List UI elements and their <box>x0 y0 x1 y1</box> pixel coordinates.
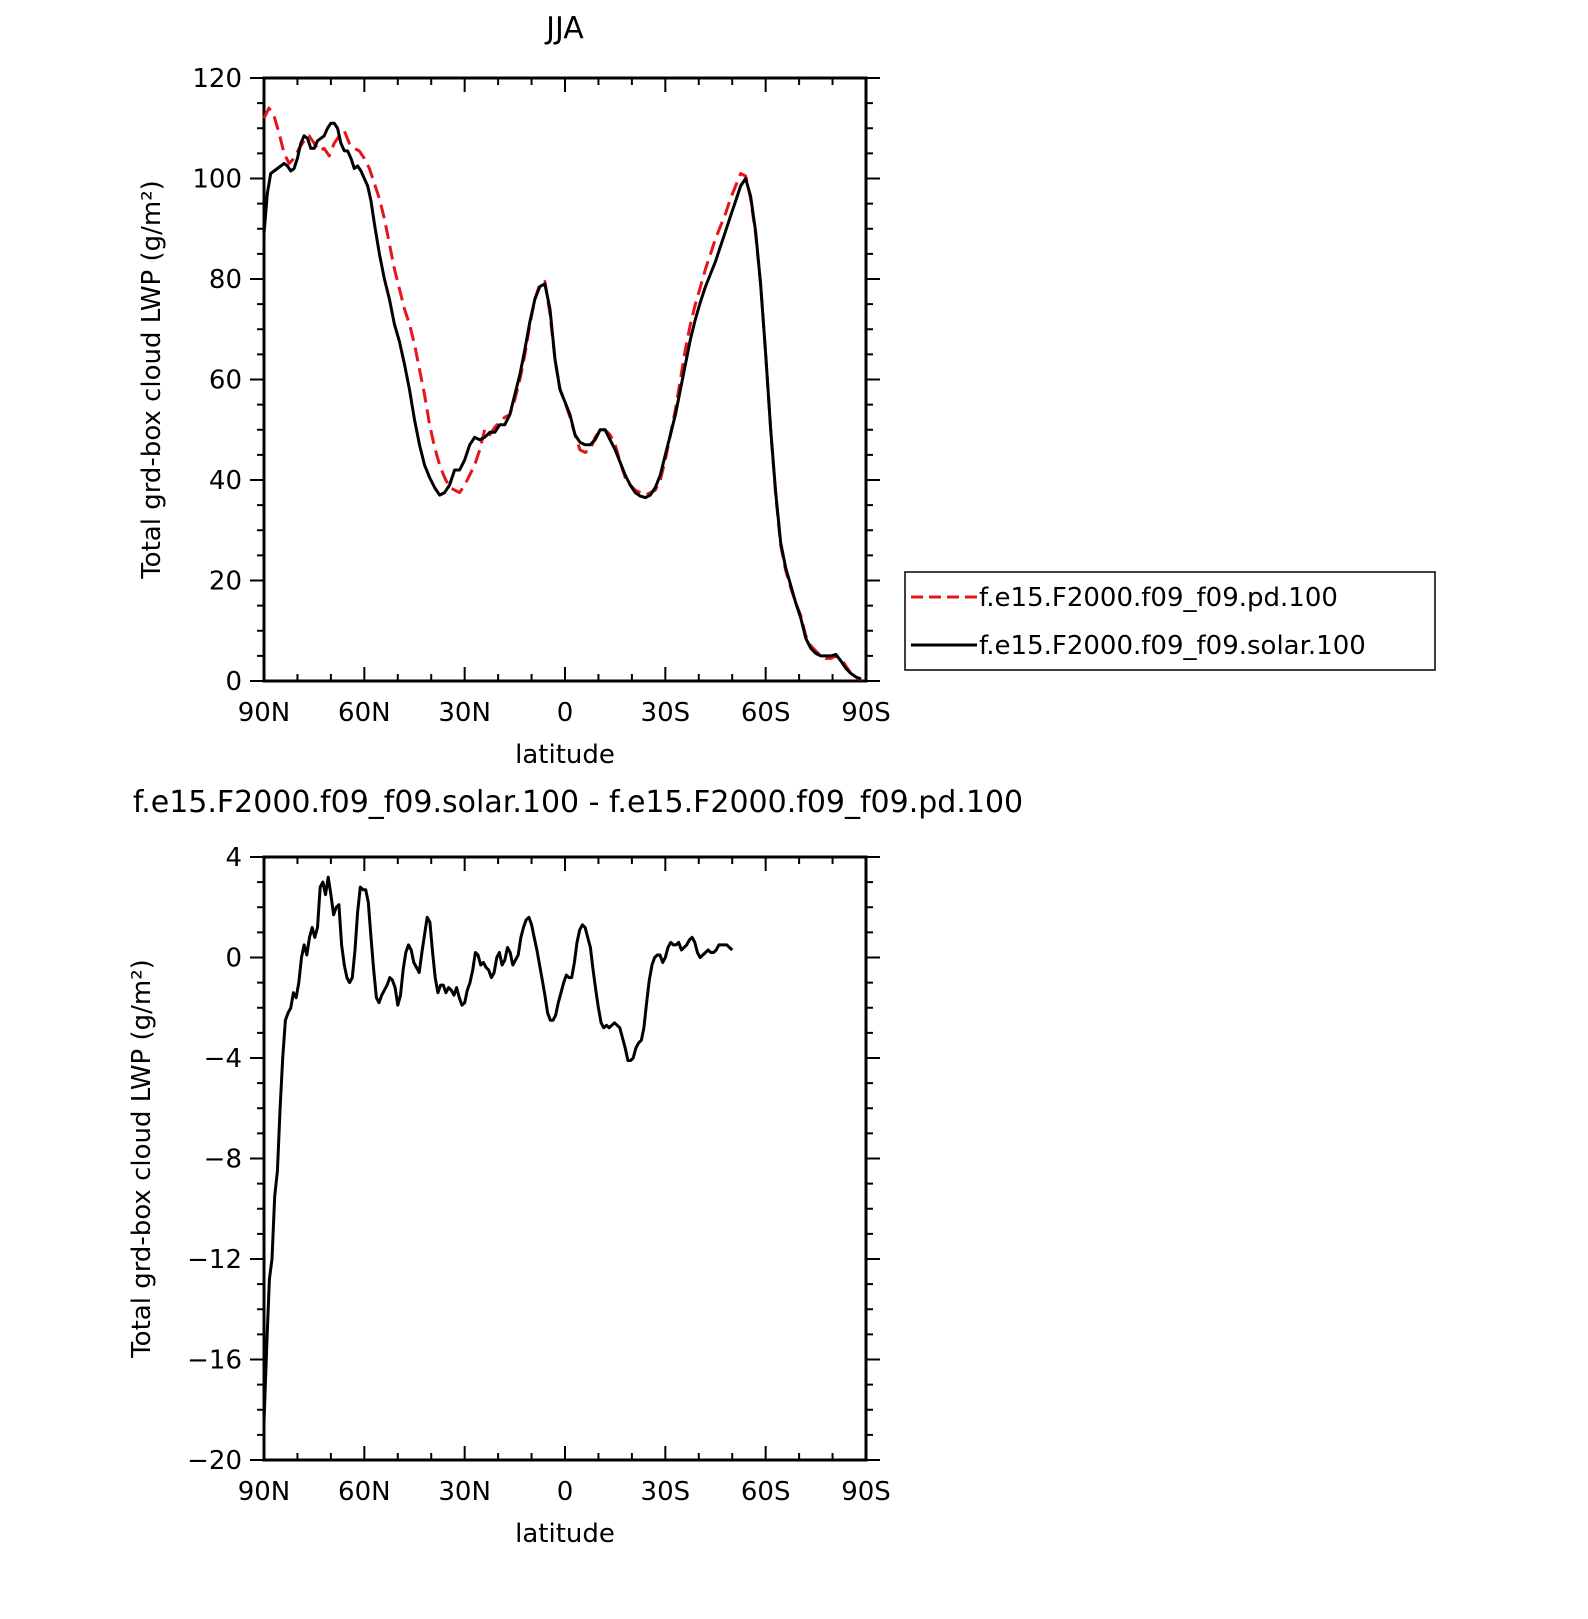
x-tick-label: 30N <box>438 698 491 728</box>
chart-title: JJA <box>544 11 584 46</box>
x-tick-label: 30N <box>438 1477 491 1507</box>
top-chart-panel: JJA 90N 60N 30N 0 30S 60S 90S latitude 0 20 40 60 80 1… <box>137 11 1436 770</box>
y-tick-label: 20 <box>209 567 242 597</box>
x-tick-label: 0 <box>557 698 574 728</box>
x-tick-label: 60N <box>338 1477 391 1507</box>
x-axis-label: latitude <box>515 1519 615 1549</box>
y-tick-label: 120 <box>192 64 242 94</box>
x-tick-label: 90S <box>841 698 891 728</box>
y-tick-label: −4 <box>204 1044 242 1074</box>
y-tick-label: 80 <box>209 265 242 295</box>
legend-box <box>904 571 1436 671</box>
chart-title: f.e15.F2000.f09_f09.solar.100 - f.e15.F2… <box>133 785 1023 820</box>
y-tick-label: 60 <box>209 366 242 396</box>
y-tick-label: 0 <box>225 944 242 974</box>
y-tick-label: −12 <box>187 1245 242 1275</box>
x-tick-label: 90N <box>238 1477 291 1507</box>
legend-label-1: f.e15.F2000.f09_f09.pd.100 <box>979 583 1338 613</box>
y-tick-label: 40 <box>209 466 242 496</box>
y-axis-label: Total grd-box cloud LWP (g/m²) <box>127 959 157 1359</box>
x-tick-label: 0 <box>557 1477 574 1507</box>
series-line-1 <box>262 875 734 1423</box>
series-line-2 <box>262 121 862 681</box>
x-tick-label: 90N <box>238 698 291 728</box>
legend-label-2: f.e15.F2000.f09_f09.solar.100 <box>979 631 1366 661</box>
x-axis-label: latitude <box>515 740 615 770</box>
x-tick-label: 60S <box>741 1477 791 1507</box>
x-tick-label: 30S <box>641 1477 691 1507</box>
x-tick-label: 60S <box>741 698 791 728</box>
y-axis-label: Total grd-box cloud LWP (g/m²) <box>137 180 167 580</box>
y-tick-label: −8 <box>204 1145 242 1175</box>
y-tick-label: 0 <box>225 667 242 697</box>
y-tick-label: −20 <box>187 1446 242 1476</box>
x-tick-label: 60N <box>338 698 391 728</box>
x-tick-label: 30S <box>641 698 691 728</box>
y-tick-label: −16 <box>187 1346 242 1376</box>
y-tick-label: 4 <box>225 843 242 873</box>
bottom-chart-panel: f.e15.F2000.f09_f09.solar.100 - f.e15.F2… <box>127 785 1023 1549</box>
y-tick-label: 100 <box>192 165 242 195</box>
x-tick-label: 90S <box>841 1477 891 1507</box>
